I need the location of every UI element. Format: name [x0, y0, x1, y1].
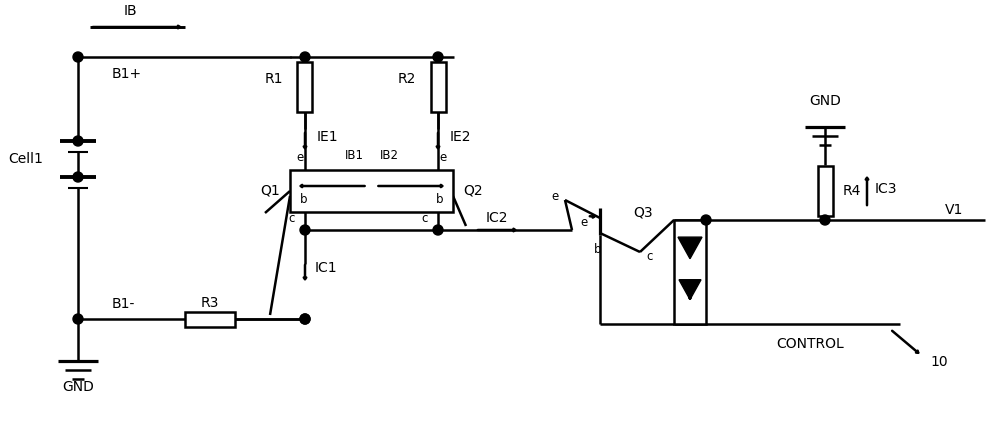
Circle shape: [300, 314, 310, 324]
Text: Q2: Q2: [463, 184, 483, 198]
Text: R3: R3: [201, 296, 219, 310]
Circle shape: [300, 314, 310, 324]
Text: 10: 10: [930, 355, 948, 369]
Text: IB2: IB2: [380, 149, 398, 162]
Circle shape: [73, 172, 83, 182]
Bar: [297, 62, 312, 112]
Text: R4: R4: [843, 184, 861, 197]
Text: R1: R1: [264, 72, 283, 86]
Text: B1+: B1+: [112, 67, 142, 81]
Circle shape: [73, 136, 83, 146]
Circle shape: [73, 52, 83, 62]
Bar: [818, 166, 833, 215]
Text: IC3: IC3: [875, 181, 898, 196]
Text: Cell1: Cell1: [8, 152, 43, 166]
Polygon shape: [679, 280, 701, 299]
Text: e: e: [580, 215, 587, 229]
Text: IC1: IC1: [315, 261, 338, 275]
Circle shape: [300, 52, 310, 62]
Text: IB: IB: [123, 4, 137, 18]
Text: c: c: [422, 211, 428, 224]
Circle shape: [300, 225, 310, 235]
Text: IB1: IB1: [344, 149, 364, 162]
Text: c: c: [289, 211, 295, 224]
Circle shape: [820, 215, 830, 225]
Polygon shape: [678, 237, 702, 259]
Text: GND: GND: [809, 94, 841, 108]
Bar: [185, 311, 235, 326]
Text: Q3: Q3: [633, 205, 653, 219]
Text: R2: R2: [398, 72, 416, 86]
Text: GND: GND: [62, 380, 94, 394]
Text: Q1: Q1: [260, 184, 280, 198]
Text: CONTROL: CONTROL: [776, 337, 844, 351]
Text: e: e: [296, 151, 303, 164]
Circle shape: [701, 215, 711, 225]
Text: e: e: [440, 151, 447, 164]
Text: e: e: [552, 190, 559, 202]
Text: B1-: B1-: [112, 297, 135, 311]
Bar: [430, 62, 446, 112]
Circle shape: [433, 225, 443, 235]
Circle shape: [433, 52, 443, 62]
Text: IE2: IE2: [450, 130, 472, 144]
Text: b: b: [300, 193, 308, 206]
Text: IE1: IE1: [317, 130, 339, 144]
Text: IC2: IC2: [486, 211, 508, 225]
Text: b: b: [594, 243, 602, 256]
Text: c: c: [646, 250, 652, 263]
Text: V1: V1: [945, 203, 963, 217]
Circle shape: [73, 314, 83, 324]
Bar: [290, 170, 453, 212]
Bar: [674, 220, 706, 324]
Text: b: b: [436, 193, 443, 206]
